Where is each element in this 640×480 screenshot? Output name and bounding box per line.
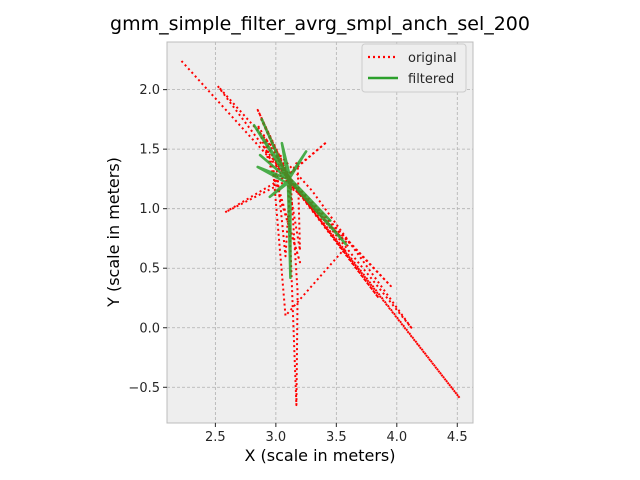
x-tick-label: 4.0 <box>386 430 407 445</box>
grid-lines <box>167 42 473 423</box>
y-axis-ticks: −0.5 0.0 0.5 1.0 1.5 2.0 <box>128 83 167 396</box>
y-tick-label: 0.5 <box>139 262 160 277</box>
series-line-filtered <box>252 117 348 280</box>
y-tick-label: −0.5 <box>128 381 160 396</box>
x-tick-label: 3.5 <box>326 430 347 445</box>
x-tick-label: 2.5 <box>205 430 226 445</box>
series-layer <box>180 60 461 407</box>
y-tick-label: 1.5 <box>139 143 160 158</box>
plot-background <box>167 42 473 423</box>
y-tick-label: 0.0 <box>139 321 160 336</box>
chart-title: gmm_simple_filter_avrg_smpl_anch_sel_200 <box>110 13 530 35</box>
legend-label-filtered: filtered <box>408 72 454 87</box>
legend: original filtered <box>361 43 467 93</box>
legend-label-original: original <box>408 51 457 66</box>
x-tick-label: 4.5 <box>447 430 468 445</box>
y-tick-label: 1.0 <box>139 202 160 217</box>
y-axis-label: Y (scale in meters) <box>104 157 123 308</box>
y-tick-label: 2.0 <box>139 83 160 98</box>
plot-frame <box>166 41 474 424</box>
x-tick-label: 3.0 <box>266 430 287 445</box>
x-axis-ticks: 2.5 3.0 3.5 4.0 4.5 <box>205 423 468 445</box>
x-axis-label: X (scale in meters) <box>245 446 396 465</box>
